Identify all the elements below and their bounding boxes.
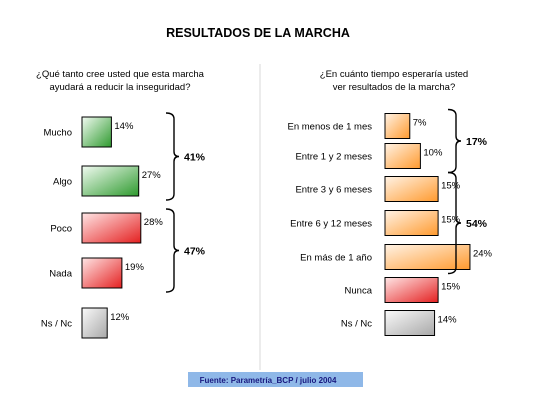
source-band <box>188 372 363 387</box>
value-label: 28% <box>144 217 164 228</box>
bar <box>384 277 439 303</box>
bar <box>384 176 439 202</box>
bar <box>81 212 142 244</box>
question-text-line: ¿Qué tanto cree usted que esta marcha <box>36 69 205 80</box>
category-label: Entre 6 y 12 meses <box>290 219 372 230</box>
group-total-label: 47% <box>184 246 206 258</box>
value-label: 12% <box>110 312 130 323</box>
bar <box>384 113 411 139</box>
question-text-line: ¿En cuánto tiempo esperaría usted <box>320 69 468 80</box>
value-label: 15% <box>441 181 461 192</box>
value-label: 14% <box>438 315 458 326</box>
source-note: Fuente: Parametría_BCP / julio 2004 <box>200 376 337 385</box>
group-brace <box>165 112 180 201</box>
page-title: RESULTADOS DE LA MARCHA <box>166 26 350 40</box>
bar <box>384 244 471 270</box>
value-label: 15% <box>441 215 461 226</box>
value-label: 10% <box>423 148 443 159</box>
category-label: Poco <box>50 224 72 235</box>
category-label: Entre 1 y 2 meses <box>295 152 372 163</box>
category-label: En más de 1 año <box>300 253 372 264</box>
question-text-line: ayudará a reducir la inseguridad? <box>49 82 190 93</box>
value-label: 24% <box>473 249 493 260</box>
group-total-label: 54% <box>466 218 488 230</box>
group-brace <box>447 171 462 275</box>
chart-panel-left: ¿Qué tanto cree usted que esta marcha ayu… <box>36 69 206 339</box>
bar <box>81 116 112 148</box>
bar <box>81 307 108 339</box>
bar <box>384 310 436 336</box>
category-label: Mucho <box>43 128 72 139</box>
value-label: 14% <box>114 121 134 132</box>
question-text-line: ver resultados de la marcha? <box>333 82 456 93</box>
bar <box>384 210 439 236</box>
category-label: Entre 3 y 6 meses <box>295 185 372 196</box>
bar <box>81 165 140 197</box>
group-brace <box>447 108 462 174</box>
category-label: En menos de 1 mes <box>288 122 373 133</box>
group-brace <box>165 208 180 293</box>
group-total-label: 17% <box>466 136 488 148</box>
chart-panel-right: ¿En cuánto tiempo esperaría usted ver res… <box>288 69 493 336</box>
bar <box>81 257 123 289</box>
value-label: 19% <box>125 262 145 273</box>
value-label: 27% <box>142 170 162 181</box>
group-total-label: 41% <box>184 152 206 164</box>
category-label: Nada <box>49 269 72 280</box>
category-label: Ns / Nc <box>341 319 372 330</box>
bar <box>384 143 421 169</box>
value-label: 7% <box>413 118 427 129</box>
category-label: Nunca <box>345 286 373 297</box>
category-label: Algo <box>53 177 72 188</box>
category-label: Ns / Nc <box>41 319 72 330</box>
value-label: 15% <box>441 282 461 293</box>
